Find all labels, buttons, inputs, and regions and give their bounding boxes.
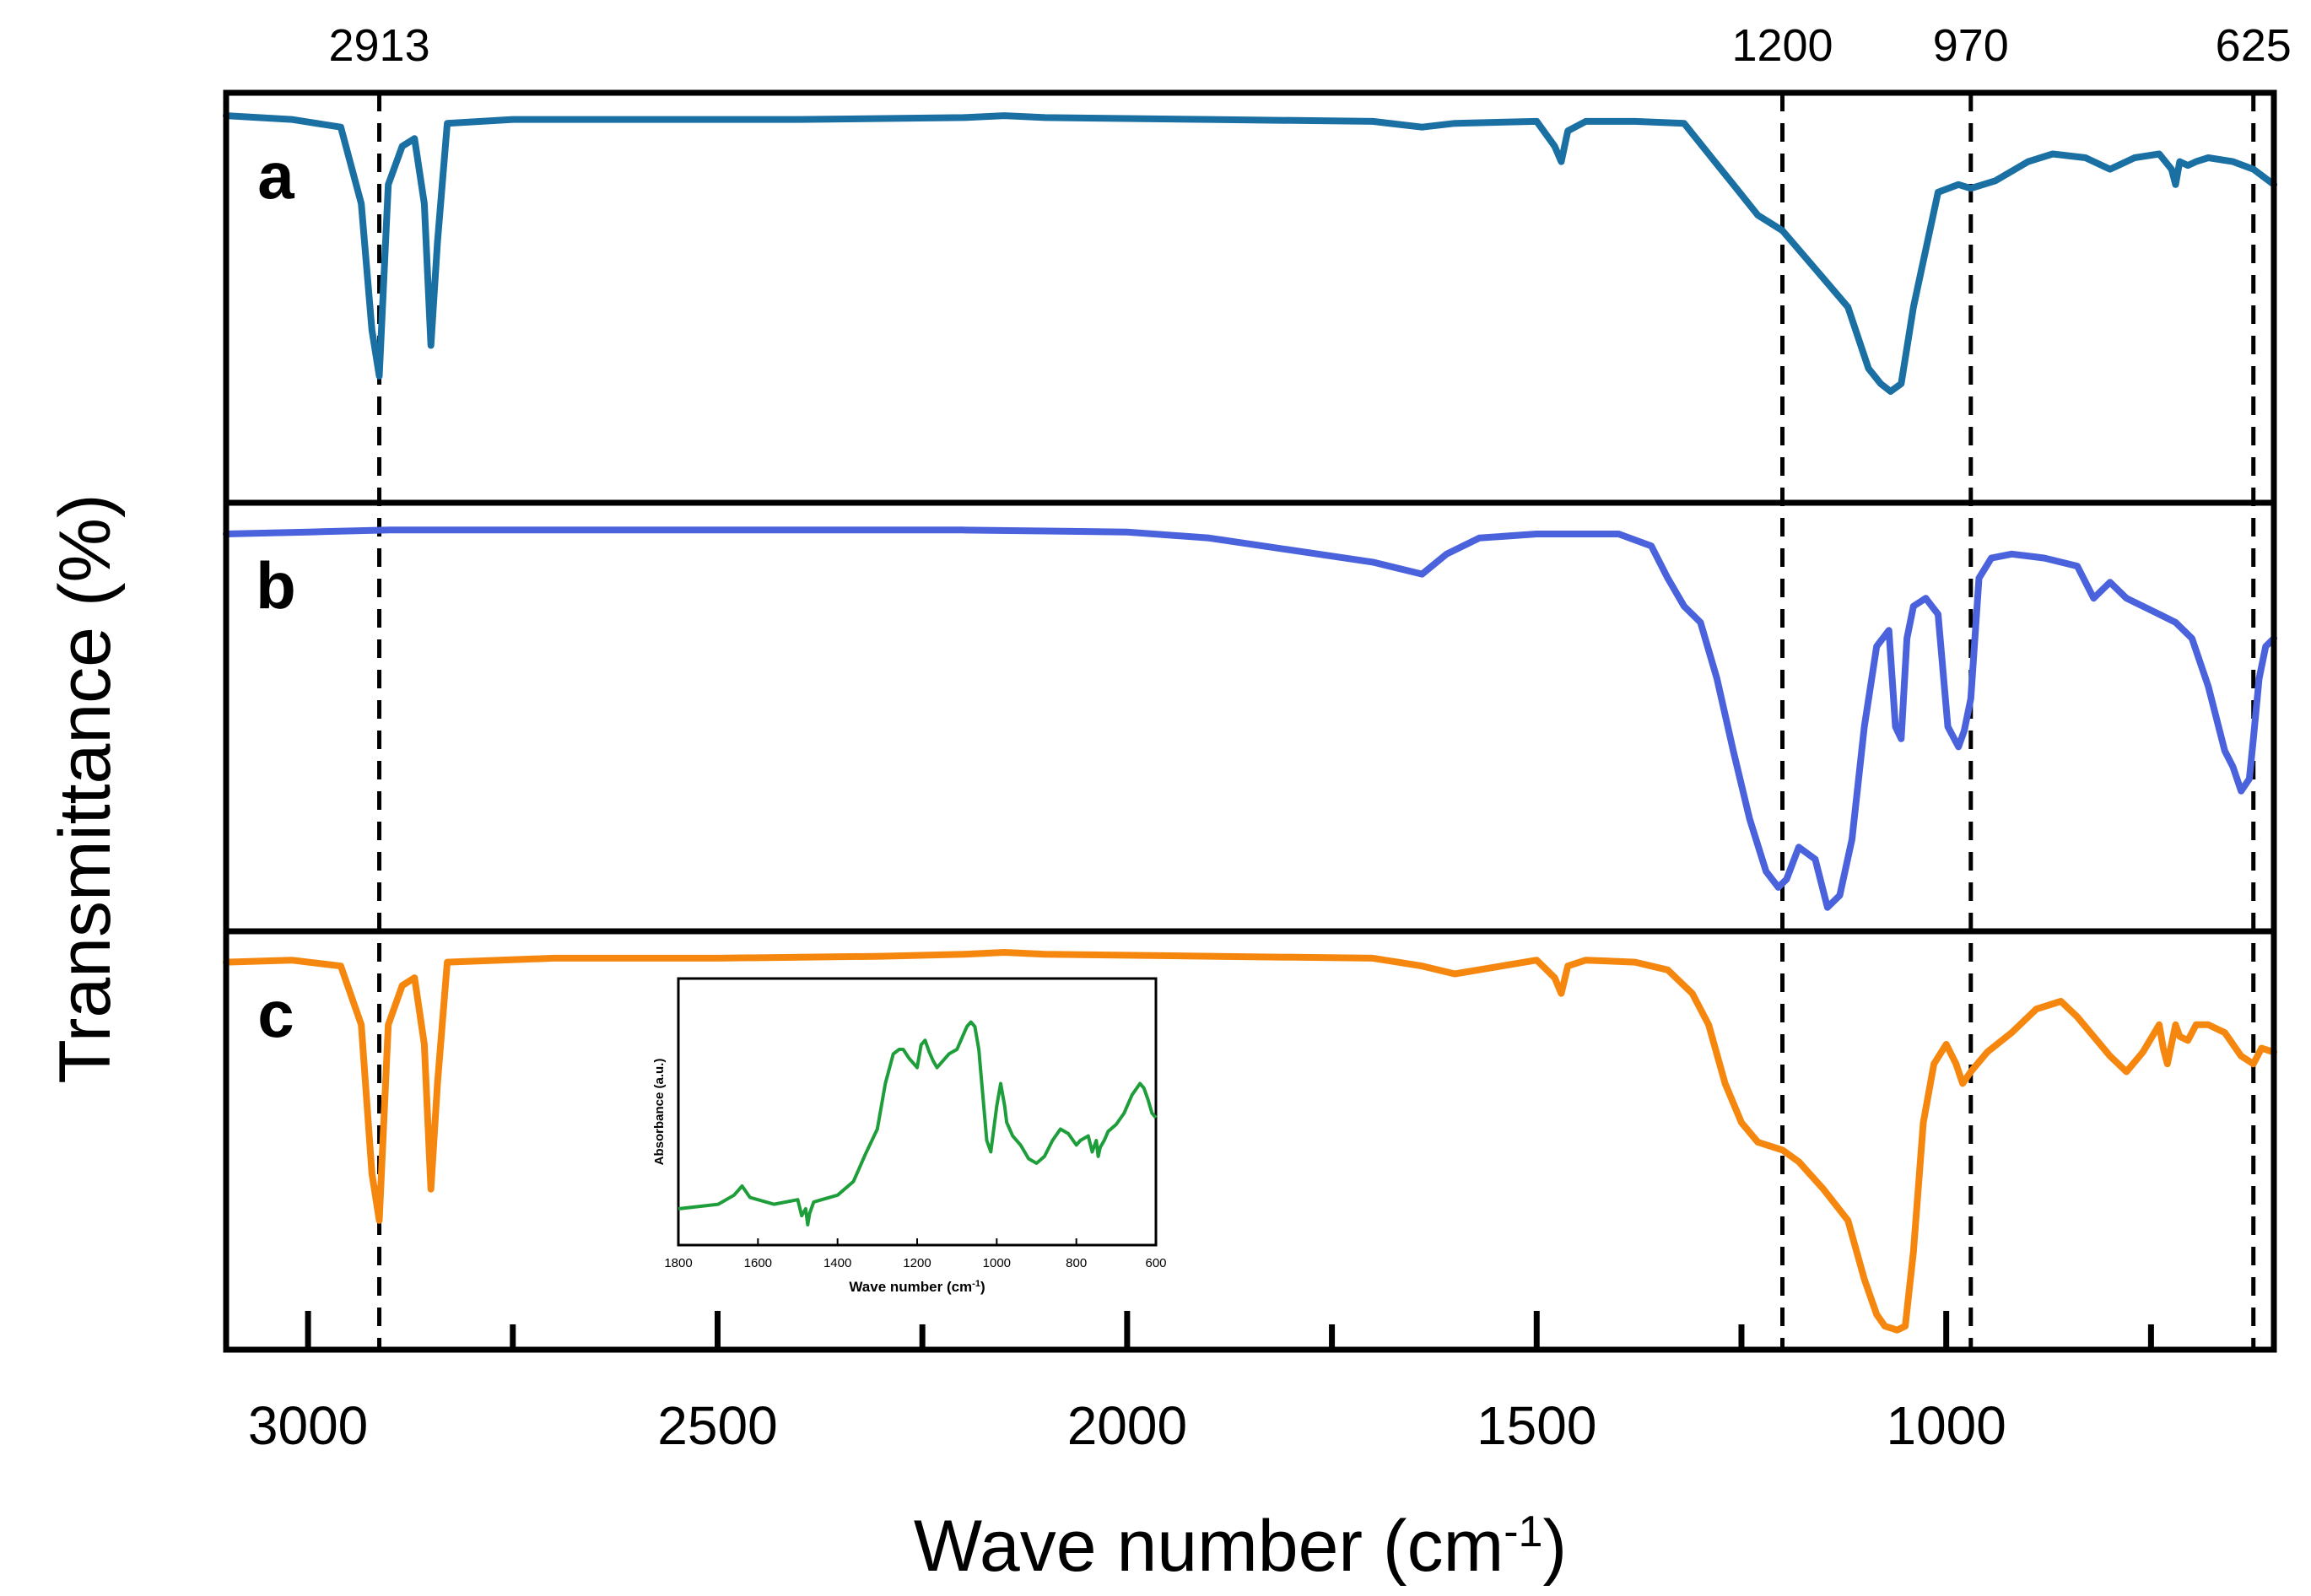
inset-tick-label: 1400 (823, 1256, 851, 1270)
x-axis-label: Wave number (cm-1) (914, 1506, 1567, 1587)
inset-tick-label: 600 (1145, 1256, 1166, 1270)
spectrum-curve-a (223, 112, 2277, 395)
inset-tick-label: 800 (1066, 1256, 1087, 1270)
y-axis-label: Transmittance (%) (45, 493, 126, 1083)
inset-tick-label: 1800 (664, 1256, 692, 1270)
marker-label-970: 970 (1933, 20, 2009, 71)
inset-frame (677, 977, 1158, 1247)
x-tick-label: 3000 (248, 1395, 368, 1456)
x-tick-label: 1500 (1477, 1395, 1596, 1456)
x-tick-label: 2500 (657, 1395, 777, 1456)
inset-tick-label: 1000 (983, 1256, 1011, 1270)
inset-tick-label: 1200 (903, 1256, 931, 1270)
inset-tick-label: 1600 (744, 1256, 772, 1270)
marker-label-2913: 2913 (328, 20, 429, 71)
spectrum-curve-b (223, 526, 2277, 911)
inset-x-axis-label: Wave number (cm-1) (849, 1279, 985, 1295)
panel-frame-c (223, 928, 2277, 1353)
panel-frame-a (223, 89, 2277, 506)
x-tick-label: 2000 (1067, 1395, 1187, 1456)
panel-label-a: a (257, 138, 294, 213)
marker-label-1200: 1200 (1731, 20, 1833, 71)
spectrum-curve-c (223, 949, 2277, 1334)
panel-label-b: b (256, 548, 296, 623)
inset-y-axis-label: Absorbance (a.u.) (652, 1059, 667, 1166)
panel-label-c: c (257, 977, 294, 1051)
inset-curve (678, 1020, 1158, 1227)
marker-label-625: 625 (2216, 20, 2292, 71)
x-tick-label: 1000 (1886, 1395, 2006, 1456)
